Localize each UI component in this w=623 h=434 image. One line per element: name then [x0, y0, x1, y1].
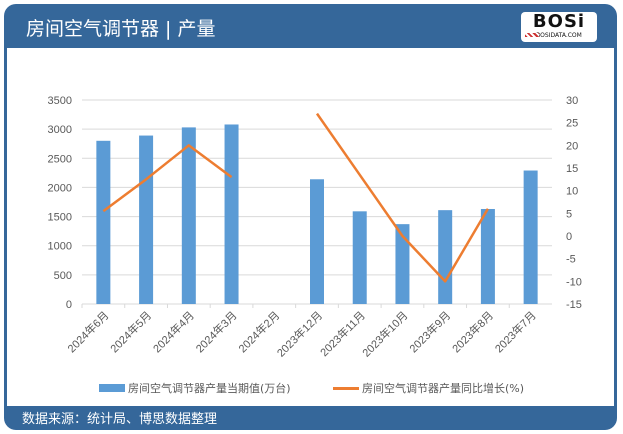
- combo-chart: 0 500 1000 1500 2000 2500 3000 3500 -15 -10 -5 0 5 10…: [48, 95, 582, 360]
- bar: [352, 211, 367, 304]
- y-right-tick-label: -15: [566, 299, 582, 311]
- chart-card: 房间空气调节器 | 产量 BOSi BOSIDATA.COM 0 500 1000 1…: [4, 4, 617, 430]
- x-tick-label: 2023年7月: [492, 308, 539, 355]
- x-tick-label: 2023年9月: [406, 308, 453, 355]
- y-right-tick-label: 25: [566, 118, 578, 130]
- bar: [310, 179, 324, 304]
- legend-line-swatch: [333, 386, 359, 390]
- y-left-tick-label: 0: [66, 299, 72, 311]
- y-right-tick-label: 20: [566, 140, 578, 152]
- x-tick-label: 2024年3月: [193, 308, 240, 355]
- bar: [181, 127, 196, 304]
- bar: [523, 170, 538, 304]
- y-right-tick-label: -5: [566, 254, 576, 266]
- y-left-tick-label: 500: [54, 270, 72, 282]
- x-tick-label: 2023年10月: [359, 308, 410, 359]
- page-title: 房间空气调节器 | 产量: [26, 18, 216, 40]
- y-left-tick-label: 1000: [48, 241, 72, 253]
- legend-bar-swatch: [99, 384, 125, 392]
- bosi-logo: BOSi BOSIDATA.COM: [521, 12, 597, 42]
- legend-line: 房间空气调节器产量同比增长(%): [333, 380, 524, 396]
- chart-area: 0 500 1000 1500 2000 2500 3000 3500 -15 -10 -5 0 5 10…: [7, 48, 614, 406]
- y-right-tick-label: -10: [566, 276, 582, 288]
- legend-bar: 房间空气调节器产量当期值(万台): [99, 380, 291, 396]
- x-tick-label: 2023年12月: [274, 308, 325, 359]
- y-left-tick-label: 2500: [48, 153, 72, 165]
- y-left-tick-label: 3500: [48, 95, 72, 107]
- data-source: 数据来源：统计局、博思数据整理: [22, 412, 218, 427]
- bar: [480, 208, 495, 304]
- x-tick-label: 2024年6月: [64, 308, 111, 355]
- growth-line: [315, 112, 489, 283]
- header: 房间空气调节器 | 产量 BOSi BOSIDATA.COM: [4, 4, 617, 48]
- bar: [224, 124, 239, 304]
- bar: [139, 135, 154, 304]
- bar: [438, 210, 453, 304]
- y-right-tick-label: 5: [566, 208, 572, 220]
- y-right-tick-label: 30: [566, 95, 578, 107]
- y-left-tick-label: 3000: [48, 124, 72, 136]
- x-tick-label: 2024年2月: [235, 308, 282, 355]
- bar: [395, 224, 410, 304]
- x-tick-label: 2024年4月: [150, 308, 197, 355]
- y-right-tick-label: 15: [566, 163, 578, 175]
- y-left-tick-label: 2000: [48, 182, 72, 194]
- x-tick-label: 2023年8月: [449, 308, 496, 355]
- bar: [96, 140, 111, 304]
- growth-line: [102, 144, 233, 213]
- y-left-tick-label: 1500: [48, 212, 72, 224]
- x-tick-label: 2024年5月: [107, 308, 154, 355]
- y-right-tick-label: 0: [566, 231, 572, 243]
- y-right-tick-label: 10: [566, 186, 578, 198]
